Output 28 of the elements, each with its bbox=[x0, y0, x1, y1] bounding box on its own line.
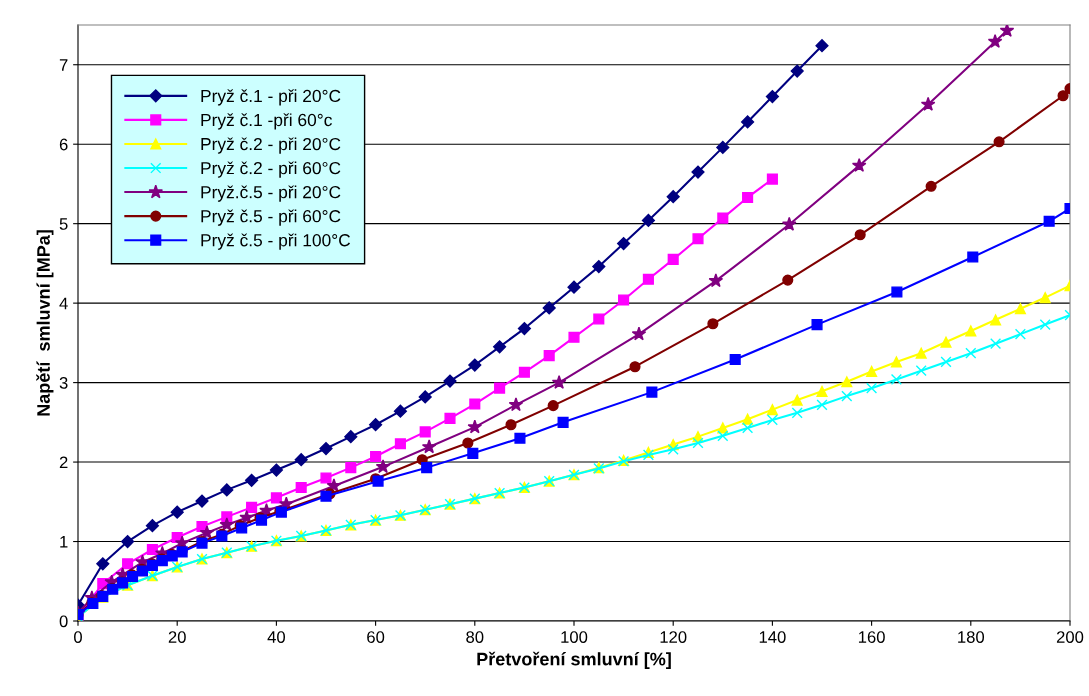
legend-label: Pryž č.1 -při 60°c bbox=[201, 113, 332, 130]
x-tick-label: 120 bbox=[660, 631, 687, 643]
legend-label: Pryž č.5 - při 60°C bbox=[201, 209, 341, 226]
x-tick-label: 200 bbox=[1056, 631, 1084, 643]
x-tick-label: 0 bbox=[74, 631, 82, 643]
legend-label: Pryž.č.5 - při 20°C bbox=[201, 185, 341, 202]
x-axis-title: Přetvoření smluvní [%] bbox=[477, 651, 671, 670]
y-tick-label: 4 bbox=[59, 297, 68, 310]
y-tick-label: 2 bbox=[59, 456, 68, 469]
legend-label: Pryž č.1 - při 20°C bbox=[201, 89, 341, 106]
x-tick-label: 20 bbox=[168, 631, 186, 643]
x-tick-label: 80 bbox=[466, 631, 484, 643]
x-tick-label: 140 bbox=[759, 631, 786, 643]
y-axis-title: Napětí smluvní [MPa] bbox=[36, 230, 54, 416]
y-tick-label: 6 bbox=[59, 138, 68, 151]
x-tick-label: 100 bbox=[561, 631, 588, 643]
y-tick-label: 1 bbox=[60, 536, 68, 548]
legend-label: Pryž č.5 - při 100°C bbox=[201, 233, 351, 250]
x-tick-label: 60 bbox=[367, 631, 385, 643]
x-tick-label: 180 bbox=[958, 631, 985, 643]
y-tick-label: 0 bbox=[59, 615, 68, 628]
y-tick-label: 5 bbox=[59, 218, 68, 230]
x-tick-label: 40 bbox=[267, 631, 286, 643]
legend-label: Pryž č.2 - při 60°C bbox=[201, 161, 341, 178]
y-tick-label: 7 bbox=[59, 59, 68, 71]
legend-label: Pryž č.2 - při 20°C bbox=[201, 137, 341, 154]
y-tick-label: 3 bbox=[59, 377, 68, 389]
x-tick-label: 160 bbox=[858, 631, 885, 643]
